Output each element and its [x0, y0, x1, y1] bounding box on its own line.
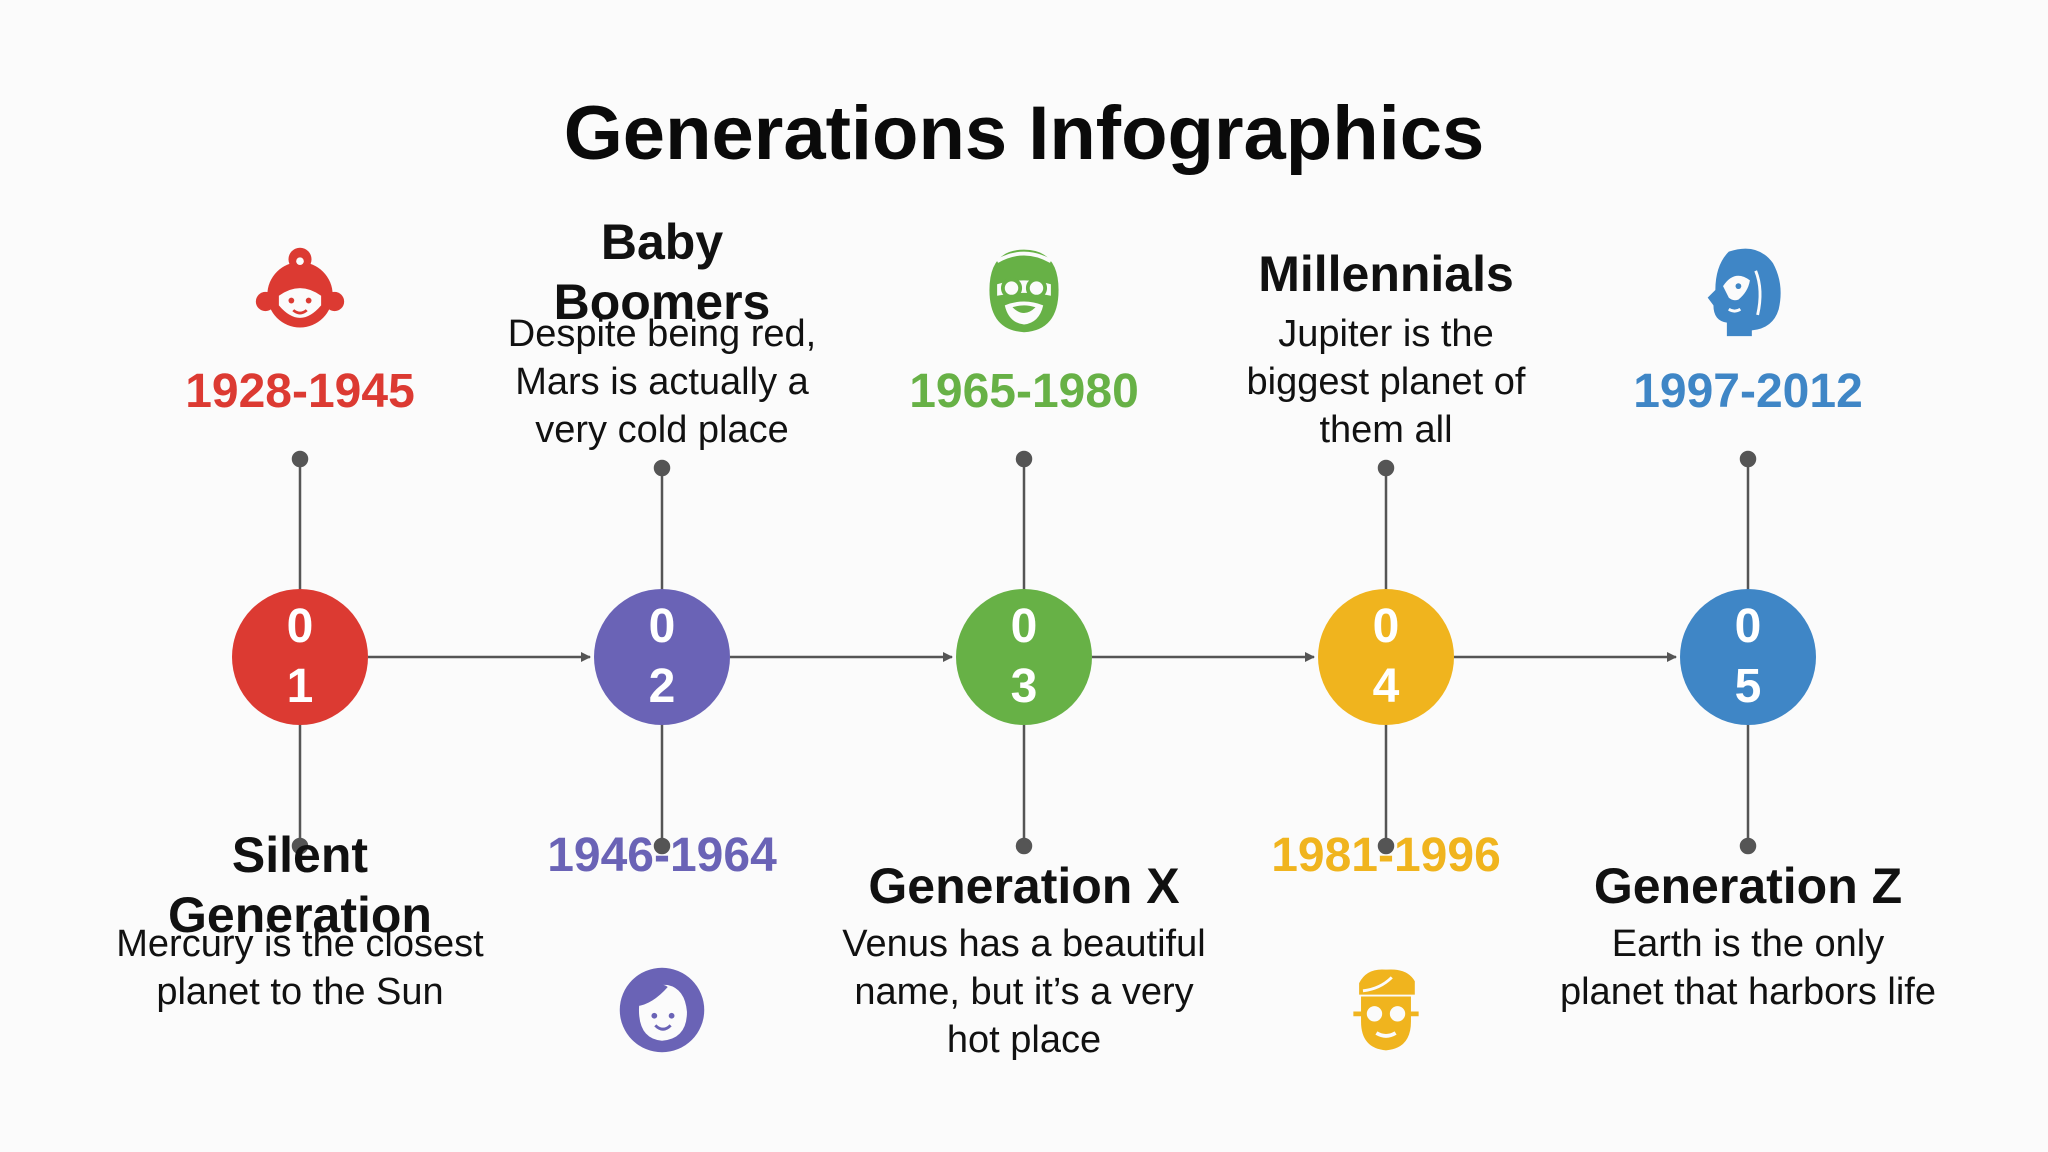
stem-dot-5-top — [1739, 450, 1757, 468]
page-title: Generations Infographics — [563, 91, 1485, 176]
heading-4: Millennials — [1258, 246, 1514, 302]
description-1: Mercury is the closest planet to the Sun — [116, 923, 484, 1013]
stem-dot-5-bottom — [1739, 837, 1757, 855]
step-number-1: 01 — [286, 600, 314, 713]
step-number-4: 04 — [1372, 600, 1400, 713]
heading-2: Baby Boomers — [553, 214, 771, 330]
step-number-5: 05 — [1734, 600, 1762, 713]
stem-dot-3-top — [1015, 450, 1033, 468]
stem-dot-2-top — [653, 459, 671, 477]
years-label-2: 1946-1964 — [547, 829, 777, 882]
woman-icon — [619, 967, 705, 1053]
teen-profile-icon — [1707, 248, 1781, 337]
step-badge-2: 02 — [594, 589, 730, 725]
years-label-3: 1965-1980 — [909, 365, 1139, 418]
grandmother-icon — [255, 247, 345, 328]
stem-dot-1-bottom — [291, 837, 309, 855]
step-badge-1: 01 — [232, 589, 368, 725]
heading-5: Generation Z — [1593, 858, 1903, 914]
description-2: Despite being red, Mars is actually a ve… — [507, 313, 817, 451]
stem-dot-1-top — [291, 450, 309, 468]
years-label-5: 1997-2012 — [1633, 365, 1863, 418]
description-4: Jupiter is the biggest planet of them al… — [1246, 313, 1526, 451]
step-number-3: 03 — [1010, 600, 1038, 713]
years-label-1: 1928-1945 — [185, 365, 415, 418]
stem-dot-4-bottom — [1377, 837, 1395, 855]
stem-dot-4-top — [1377, 459, 1395, 477]
step-number-2: 02 — [648, 600, 676, 713]
heading-3: Generation X — [868, 858, 1180, 914]
step-badge-3: 03 — [956, 589, 1092, 725]
step-badge-4: 04 — [1318, 589, 1454, 725]
young-man-glasses-icon — [1353, 969, 1419, 1051]
stem-dot-3-bottom — [1015, 837, 1033, 855]
description-3: Venus has a beautiful name, but it’s a v… — [842, 923, 1206, 1061]
years-label-4: 1981-1996 — [1271, 829, 1501, 882]
stem-dot-2-bottom — [653, 837, 671, 855]
man-glasses-icon — [989, 249, 1059, 333]
step-badge-5: 05 — [1680, 589, 1816, 725]
description-5: Earth is the only planet that harbors li… — [1559, 923, 1936, 1013]
heading-1: Silent Generation — [168, 827, 432, 943]
